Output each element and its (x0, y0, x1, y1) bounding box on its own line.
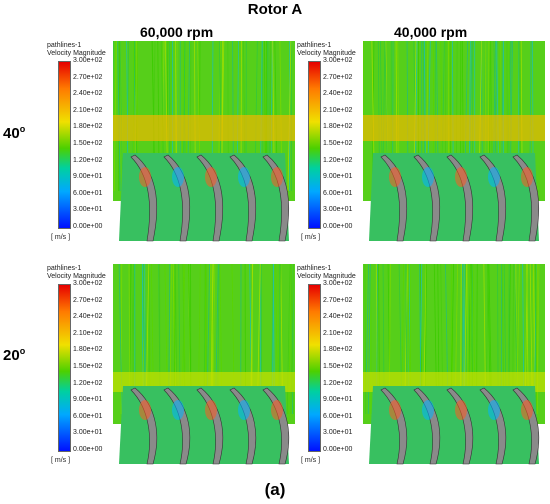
colorbar-tick-label: 1.50e+02 (323, 363, 353, 370)
colorbar-tick-label: 2.10e+02 (323, 329, 353, 337)
colorbar-tick-label: 9.00e+01 (323, 396, 353, 404)
legend-quantity: Velocity Magnitude (297, 50, 356, 57)
colorbar-tick-label: 1.20e+02 (73, 379, 103, 387)
colorbar-tick-label: 2.10e+02 (73, 329, 103, 337)
velocity-spot (139, 167, 151, 187)
colorbar-tick-label: 3.00e+01 (73, 429, 103, 437)
colorbar-tick-label: 3.00e+02 (323, 280, 353, 287)
panel-40deg-40000rpm: pathlines-1 Velocity Magnitude 3.00e+02 2… (297, 41, 545, 249)
velocity-spot (488, 167, 500, 187)
colorbar-tick-label: 2.40e+02 (323, 313, 353, 321)
velocity-spot (271, 400, 283, 420)
colorbar (308, 61, 321, 229)
colorbar-tick-label: 1.50e+02 (73, 140, 103, 147)
velocity-spot (172, 167, 184, 187)
velocity-spot (238, 400, 250, 420)
legend-name: pathlines-1 (297, 265, 332, 272)
colorbar-tick-label: 3.00e+02 (323, 57, 353, 64)
pathline-plot (113, 41, 295, 242)
colorbar-tick-label: 2.70e+02 (323, 73, 353, 81)
pathline-plot (113, 264, 295, 465)
colorbar-tick-label: 1.50e+02 (73, 363, 103, 370)
velocity-spot (205, 167, 217, 187)
velocity-spot (455, 167, 467, 187)
velocity-spot (238, 167, 250, 187)
high-velocity-band (363, 115, 545, 141)
colorbar-tick-label: 0.00e+00 (323, 446, 353, 453)
colorbar-tick-label: 9.00e+01 (73, 396, 103, 404)
legend-unit: [ m/s ] (51, 457, 71, 464)
colorbar-tick-label: 6.00e+01 (323, 412, 353, 420)
row-header-20-deg: 20o (3, 346, 26, 364)
velocity-spot (271, 167, 283, 187)
figure-title: Rotor A (247, 1, 303, 18)
velocity-spot (422, 400, 434, 420)
legend-quantity: Velocity Magnitude (297, 273, 356, 280)
colorbar-tick-label: 3.00e+02 (73, 57, 103, 64)
legend-unit: [ m/s ] (301, 234, 321, 241)
velocity-spot (172, 400, 184, 420)
legend-name: pathlines-1 (47, 42, 82, 49)
velocity-spot (488, 400, 500, 420)
colorbar (58, 284, 71, 452)
colorbar-tick-label: 2.10e+02 (73, 106, 103, 114)
colorbar-tick-label: 2.40e+02 (73, 313, 103, 321)
velocity-spot (389, 167, 401, 187)
colorbar-tick-label: 3.00e+01 (323, 429, 353, 437)
panel-20deg-40000rpm: pathlines-1 Velocity Magnitude 3.00e+02 2… (297, 264, 545, 472)
colorbar-tick-label: 1.80e+02 (323, 123, 353, 131)
colorbar-tick-label: 2.70e+02 (323, 296, 353, 304)
high-velocity-band (113, 115, 295, 141)
colorbar-tick-label: 1.20e+02 (73, 156, 103, 164)
colorbar-tick-label: 3.00e+01 (323, 206, 353, 214)
legend-unit: [ m/s ] (301, 457, 321, 464)
velocity-spot (205, 400, 217, 420)
panel-40deg-60000rpm: pathlines-1 Velocity Magnitude 3.00e+02 2… (47, 41, 295, 249)
colorbar-tick-label: 6.00e+01 (73, 412, 103, 420)
colorbar-tick-label: 1.20e+02 (323, 156, 353, 164)
colorbar-tick-label: 6.00e+01 (73, 189, 103, 197)
pathline-plot (363, 41, 545, 242)
colorbar-tick-label: 2.10e+02 (323, 106, 353, 114)
velocity-spot (139, 400, 151, 420)
column-header-60000-rpm: 60,000 rpm (140, 24, 214, 40)
figure-caption: (a) (264, 480, 286, 499)
colorbar-tick-label: 1.50e+02 (323, 140, 353, 147)
legend-unit: [ m/s ] (51, 234, 71, 241)
pathline-plot (363, 264, 545, 465)
velocity-spot (521, 167, 533, 187)
colorbar-tick-label: 1.80e+02 (73, 123, 103, 131)
column-header-40000-rpm: 40,000 rpm (394, 24, 468, 40)
colorbar-tick-label: 0.00e+00 (73, 223, 103, 230)
colorbar-tick-label: 2.70e+02 (73, 296, 103, 304)
velocity-spot (455, 400, 467, 420)
velocity-spot (422, 167, 434, 187)
colorbar-tick-label: 0.00e+00 (73, 446, 103, 453)
colorbar-tick-label: 2.40e+02 (323, 90, 353, 98)
legend-quantity: Velocity Magnitude (47, 273, 106, 280)
colorbar-tick-label: 1.80e+02 (323, 346, 353, 354)
colorbar-tick-label: 1.20e+02 (323, 379, 353, 387)
colorbar-tick-label: 1.80e+02 (73, 346, 103, 354)
colorbar-tick-label: 0.00e+00 (323, 223, 353, 230)
colorbar-tick-label: 9.00e+01 (73, 173, 103, 181)
colorbar (58, 61, 71, 229)
row-header-40-deg: 40o (3, 124, 26, 142)
colorbar-tick-label: 6.00e+01 (323, 189, 353, 197)
colorbar (308, 284, 321, 452)
legend-name: pathlines-1 (297, 42, 332, 49)
colorbar-tick-label: 9.00e+01 (323, 173, 353, 181)
legend-name: pathlines-1 (47, 265, 82, 272)
colorbar-tick-label: 3.00e+01 (73, 206, 103, 214)
legend-quantity: Velocity Magnitude (47, 50, 106, 57)
panel-20deg-60000rpm: pathlines-1 Velocity Magnitude 3.00e+02 2… (47, 264, 295, 472)
colorbar-tick-label: 2.70e+02 (73, 73, 103, 81)
colorbar-tick-label: 3.00e+02 (73, 280, 103, 287)
velocity-spot (521, 400, 533, 420)
velocity-spot (389, 400, 401, 420)
colorbar-tick-label: 2.40e+02 (73, 90, 103, 98)
